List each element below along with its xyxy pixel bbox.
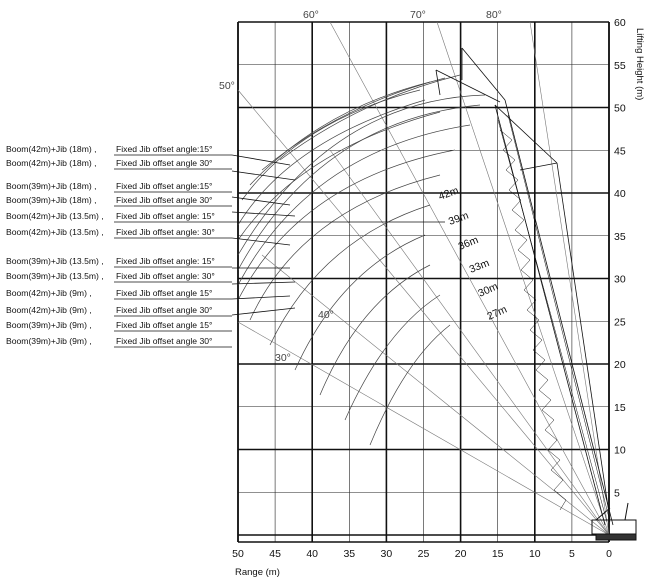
legend-offset-label: Fixed Jib offset angle: 15°	[116, 256, 215, 266]
x-tick-label: 40	[306, 548, 318, 560]
legend-boom-label: Boom(39m)+Jib (18m) ,	[6, 195, 97, 205]
x-tick-label: 15	[492, 548, 504, 560]
x-tick-label: 25	[418, 548, 430, 560]
legend-offset-label: Fixed Jib offset angle:15°	[116, 181, 212, 191]
legend-offset-label: Fixed Jib offset angle 30°	[116, 195, 212, 205]
legend-boom-label: Boom(39m)+Jib (9m) ,	[6, 320, 92, 330]
legend-boom-label: Boom(42m)+Jib (18m) ,	[6, 144, 97, 154]
legend-offset-label: Fixed Jib offset angle 15°	[116, 288, 212, 298]
angle-lines	[237, 21, 610, 536]
legend-offset-label: Fixed Jib offset angle: 15°	[116, 211, 215, 221]
legend-boom-label: Boom(42m)+Jib (13.5m) ,	[6, 227, 104, 237]
legend-offset-label: Fixed Jib offset angle:15°	[116, 144, 212, 154]
legend: Boom(42m)+Jib (18m) , Fixed Jib offset an…	[6, 144, 232, 348]
y-tick-label: 45	[614, 145, 626, 157]
angle-label-60: 60°	[303, 9, 319, 21]
legend-boom-label: Boom(42m)+Jib (13.5m) ,	[6, 211, 104, 221]
legend-offset-label: Fixed Jib offset angle: 30°	[116, 271, 215, 281]
y-tick-labels: 5 10 15 20 25 30 35 40 45 50 55 60	[614, 17, 626, 499]
legend-boom-label: Boom(42m)+Jib (18m) ,	[6, 158, 97, 168]
y-axis-title: Lifting Height (m)	[634, 28, 645, 100]
y-tick-label: 30	[614, 274, 626, 286]
x-tick-label: 5	[569, 548, 575, 560]
angle-label-30: 30°	[275, 352, 291, 364]
y-tick-label: 40	[614, 188, 626, 200]
x-tick-label: 30	[381, 548, 393, 560]
y-tick-label: 10	[614, 445, 626, 457]
y-tick-label: 35	[614, 231, 626, 243]
angle-label-80: 80°	[486, 9, 502, 21]
angle-label-70: 70°	[410, 9, 426, 21]
major-grid	[237, 21, 610, 543]
crane-base	[591, 502, 637, 541]
legend-boom-label: Boom(39m)+Jib (9m) ,	[6, 336, 92, 346]
x-axis-title: Range (m)	[235, 567, 280, 578]
angle-label-40: 40°	[318, 309, 334, 321]
legend-boom-label: Boom(42m)+Jib (9m) ,	[6, 288, 92, 298]
y-tick-label: 60	[614, 17, 626, 29]
crane-boom	[435, 47, 614, 526]
legend-offset-label: Fixed Jib offset angle 15°	[116, 320, 212, 330]
x-tick-label: 20	[455, 548, 467, 560]
x-tick-label: 10	[529, 548, 541, 560]
x-tick-label: 35	[343, 548, 355, 560]
legend-boom-label: Boom(42m)+Jib (9m) ,	[6, 305, 92, 315]
legend-leader-lines	[231, 154, 445, 316]
legend-boom-label: Boom(39m)+Jib (13.5m) ,	[6, 256, 104, 266]
x-tick-label: 45	[269, 548, 281, 560]
y-tick-label: 15	[614, 402, 626, 414]
angle-label-50: 50°	[219, 80, 235, 92]
y-tick-label: 20	[614, 359, 626, 371]
legend-offset-label: Fixed Jib offset angle: 30°	[116, 227, 215, 237]
x-tick-labels: 50 45 40 35 30 25 20 15 10 5 0	[232, 548, 612, 560]
x-tick-label: 0	[606, 548, 612, 560]
legend-offset-label: Fixed Jib offset angle 30°	[116, 158, 212, 168]
legend-boom-label: Boom(39m)+Jib (13.5m) ,	[6, 271, 104, 281]
legend-boom-label: Boom(39m)+Jib (18m) ,	[6, 181, 97, 191]
y-tick-label: 55	[614, 60, 626, 72]
y-tick-label: 5	[614, 487, 620, 499]
x-tick-label: 50	[232, 548, 244, 560]
legend-offset-label: Fixed Jib offset angle 30°	[116, 305, 212, 315]
range-curves	[237, 74, 486, 446]
y-tick-label: 50	[614, 103, 626, 115]
y-tick-label: 25	[614, 316, 626, 328]
legend-offset-label: Fixed Jib offset angle 30°	[116, 336, 212, 346]
